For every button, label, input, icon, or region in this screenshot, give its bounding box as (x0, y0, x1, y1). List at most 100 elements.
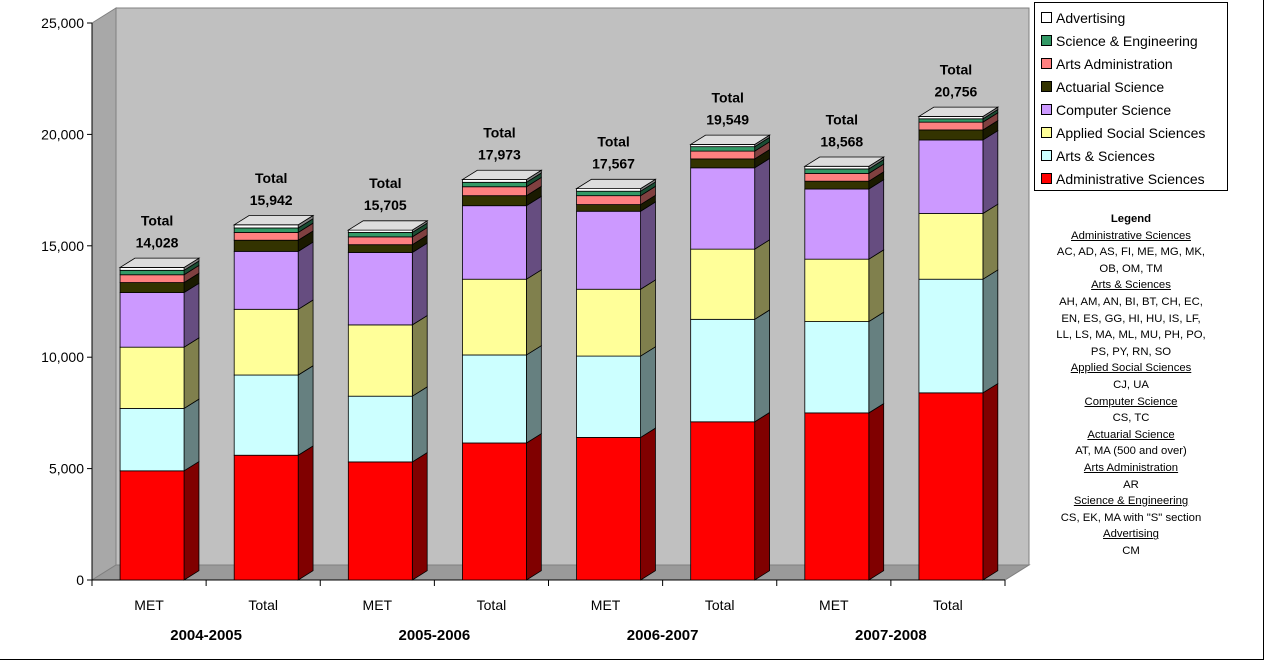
codes-legend-heading: Applied Social Sciences (1070, 362, 1192, 375)
bar-segment (462, 181, 527, 188)
bar-segment (918, 278, 984, 394)
total-label: Total (597, 134, 629, 150)
bar-top-face (917, 106, 1000, 117)
legend-label: Arts Administration (1056, 55, 1173, 72)
bar-segment (576, 210, 641, 290)
total-label: Total (940, 61, 972, 77)
bar-segment-side (640, 427, 656, 581)
total-value-label: 17,973 (478, 147, 521, 163)
codes-legend-heading: Science & Engineering (1073, 495, 1189, 508)
bar-top-face (346, 220, 429, 231)
bar-segment-side (982, 203, 999, 280)
bar-segment-side (754, 239, 770, 321)
bar-segment (690, 150, 756, 160)
bar-segment (233, 454, 299, 581)
bar-segment (576, 288, 641, 357)
y-tick-label: 10,000 (41, 349, 84, 365)
bar-segment-side (183, 460, 200, 581)
bar-segment (347, 232, 413, 238)
legend-item: Applied Social Sciences (1041, 121, 1227, 144)
bar-segment (233, 239, 299, 252)
bar-segment (233, 374, 299, 456)
bar-segment (918, 213, 984, 280)
y-tick-label: 0 (76, 572, 84, 588)
codes-legend-line: CS, TC (1112, 412, 1150, 425)
y-tick-label: 25,000 (41, 15, 84, 31)
bar-segment (576, 195, 641, 205)
legend-label: Advertising (1056, 9, 1126, 26)
legend-swatch (1041, 127, 1052, 138)
legend-label: Arts & Sciences (1056, 147, 1155, 164)
bar-segment (119, 267, 185, 271)
bar-segment (576, 437, 641, 581)
bar-segment-side (982, 382, 999, 581)
bar-segment (233, 224, 299, 229)
legend-swatch (1041, 58, 1052, 69)
legend-swatch (1041, 12, 1052, 23)
codes-legend-line: LL, LS, MA, ML, MU, PH, PO, (1056, 329, 1206, 342)
bar-segment (119, 470, 185, 581)
legend-item: Actuarial Science (1041, 75, 1227, 98)
bar-segment (347, 236, 413, 246)
bar-segment (119, 346, 185, 409)
y-tick-label: 15,000 (41, 238, 84, 254)
bar-segment-side (297, 445, 314, 581)
bar-segment (119, 269, 185, 276)
bar-segment (119, 408, 185, 472)
codes-legend-heading: Actuarial Science (1087, 428, 1175, 441)
legend-swatch (1041, 150, 1052, 161)
legend-item: Advertising (1041, 6, 1227, 29)
total-value-label: 15,942 (250, 192, 293, 208)
legend-label: Science & Engineering (1056, 32, 1198, 49)
bar-segment (233, 308, 299, 376)
bar-segment (462, 179, 527, 183)
total-label: Total (826, 111, 858, 127)
codes-legend-line: AH, AM, AN, BI, BT, CH, EC, (1059, 295, 1203, 308)
x-group-label: 2005-2006 (399, 627, 471, 644)
total-label: Total (141, 212, 173, 228)
bar-segment (804, 168, 870, 174)
bar-segment (804, 188, 870, 260)
x-category-label: Total (248, 597, 278, 613)
codes-legend-line: CM (1122, 544, 1140, 557)
bar-segment-side (754, 309, 770, 423)
total-value-label: 17,567 (592, 156, 635, 172)
x-category-label: Total (477, 597, 507, 613)
codes-legend-heading: Arts & Sciences (1091, 279, 1171, 292)
x-category-label: MET (819, 597, 849, 613)
legend-label: Computer Science (1056, 101, 1172, 118)
total-value-label: 18,568 (820, 133, 863, 149)
bar-segment-side (868, 311, 885, 414)
legend-swatch (1041, 81, 1052, 92)
legend-item: Computer Science (1041, 98, 1227, 121)
bar-segment-side (297, 241, 314, 311)
codes-legend-line: OB, OM, TM (1099, 262, 1163, 275)
bar-segment (690, 248, 756, 320)
total-value-label: 14,028 (136, 234, 179, 250)
codes-legend-line: CS, EK, MA with "S" section (1060, 511, 1202, 524)
bar-segment (119, 282, 185, 293)
bar-segment (462, 205, 527, 280)
bar-segment-side (640, 201, 656, 290)
bar-segment (690, 158, 756, 169)
bar-segment-side (411, 242, 428, 326)
bar-segment-side (526, 269, 542, 356)
codes-legend-heading: Arts Administration (1083, 461, 1179, 474)
bar-segment-side (982, 129, 999, 215)
bar-segment-side (411, 314, 428, 397)
bar-segment-side (526, 195, 542, 280)
codes-legend-title: Legend (1110, 213, 1152, 225)
bar-segment (233, 227, 299, 233)
x-category-label: Total (933, 597, 963, 613)
bar-segment (918, 139, 984, 214)
x-category-label: MET (134, 597, 164, 613)
bar-segment-side (411, 451, 428, 581)
total-label: Total (483, 125, 515, 141)
bar-segment-side (982, 269, 999, 394)
bar-segment (690, 146, 756, 152)
bar-segment-side (297, 365, 314, 456)
bar-segment (233, 250, 299, 310)
bar-segment-side (183, 282, 200, 348)
bar-segment-side (868, 402, 885, 581)
